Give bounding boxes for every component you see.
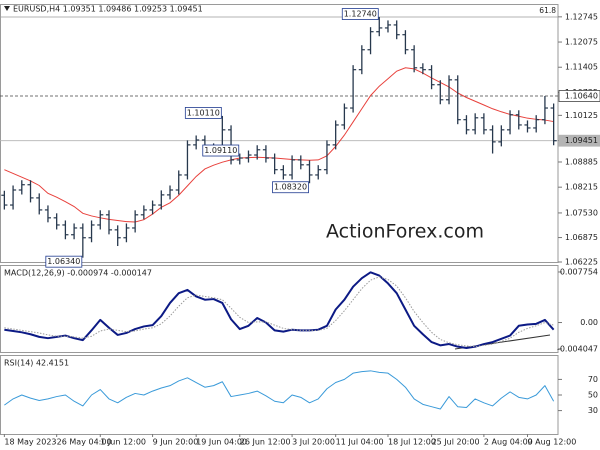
y-tick-label: 1.12745: [565, 12, 598, 21]
y-tick-label: 1.08215: [565, 183, 598, 192]
y-tick-label: 30: [588, 406, 598, 415]
y-tick-label: 1.08885: [565, 157, 598, 166]
annotation-box: [45, 255, 83, 268]
x-tick-label: 18 Jul 12:00: [388, 438, 436, 447]
price-level-box: [558, 134, 600, 147]
x-tick-label: 25 Jul 20:00: [432, 438, 480, 447]
watermark: ActionForex.com: [326, 221, 484, 243]
annotation-box: [272, 181, 309, 194]
symbol-icon: [4, 6, 10, 11]
x-tick-label: 18 May 2023: [4, 438, 56, 447]
annotation-label: 1.10110: [187, 108, 220, 117]
y-tick-label: 1.06225: [565, 258, 598, 267]
annotation-box: [184, 107, 222, 119]
x-tick-label: 19 Jun 04:00: [196, 438, 247, 447]
price-level-box: [558, 90, 600, 102]
price-level-label: 1.09451: [565, 136, 598, 145]
y-tick-label: 50: [588, 391, 598, 400]
y-tick-label: 1.07530: [565, 208, 598, 217]
macd-pane: [0, 265, 559, 353]
macd-title: MACD(12,26,9) -0.000974 -0.000147: [4, 269, 152, 278]
y-tick-label: 70: [588, 375, 598, 384]
x-tick-label: 11 Jul 04:00: [336, 438, 384, 447]
y-tick-label: 0.007754: [560, 267, 598, 276]
price-pane: [0, 4, 559, 263]
indicator-line: [4, 276, 554, 348]
x-tick-label: 26 May 04:00: [57, 438, 112, 447]
indicator-line: [4, 271, 555, 349]
x-tick-label: 9 Jun 20:00: [153, 438, 199, 447]
annotation-label: 1.06340: [47, 257, 80, 266]
x-tick-label: 1 Jun 12:00: [100, 438, 146, 447]
indicator-line: [4, 370, 555, 410]
annotation-box: [202, 144, 240, 157]
fib-label: 61.8: [539, 6, 556, 15]
x-tick-label: 3 Jul 20:00: [292, 438, 335, 447]
x-tick-label: 2 Aug 04:00: [484, 438, 533, 447]
y-tick-label: -0.004047: [557, 344, 598, 353]
y-tick-label: 1.06875: [565, 233, 598, 242]
rsi-title: RSI(14) 42.4151: [4, 359, 69, 368]
annotation-box: [341, 8, 379, 20]
y-tick-label: 1.11405: [565, 63, 598, 72]
annotation-label: 1.12740: [344, 10, 377, 19]
y-tick-label: 1.10125: [565, 111, 598, 120]
x-tick-label: 9 Aug 12:00: [527, 438, 576, 447]
y-tick-label: 1.12075: [565, 38, 598, 47]
annotation-label: 1.09110: [204, 146, 237, 155]
price-level-label: 1.10640: [565, 91, 598, 100]
y-tick-label: 0.00: [580, 318, 598, 327]
moving-average: [4, 67, 554, 223]
annotation-label: 1.08320: [274, 183, 307, 192]
x-tick-label: 26 Jun 12:00: [240, 438, 291, 447]
chart-title: EURUSD,H4 1.09351 1.09486 1.09253 1.0945…: [13, 5, 203, 14]
